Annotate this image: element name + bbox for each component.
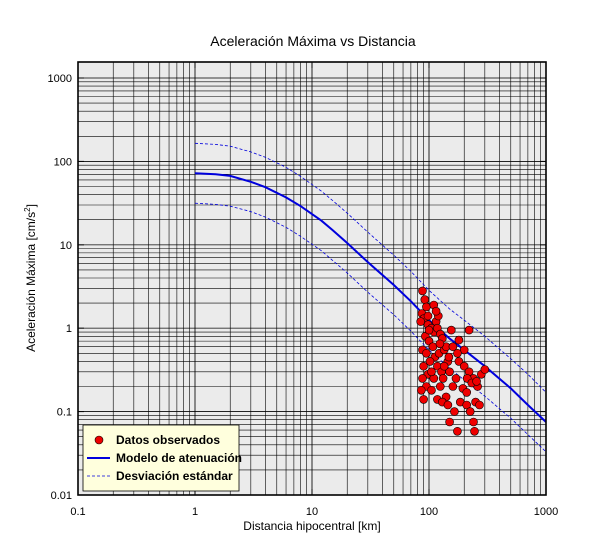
attenuation-model-line [194,172,547,423]
data-point [438,374,448,383]
data-point [450,407,459,416]
data-point [475,400,484,410]
legend: Datos observados Modelo de atenuación Desv… [82,424,242,492]
x-axis-label: Distancia hipocentral [km] [243,519,380,533]
series-lines [194,142,547,453]
data-point [453,348,462,358]
data-point [427,367,436,377]
data-point [448,382,458,391]
data-point [427,385,436,395]
data-point [418,286,427,296]
data-point [439,361,449,371]
data-point [423,311,433,321]
y-axis-label-end: ] [24,204,38,207]
data-point [445,367,454,377]
data-point [453,426,462,436]
data-point [464,325,474,335]
data-point [469,417,478,427]
legend-label: Desviación estándar [116,469,233,483]
data-point [419,361,428,371]
data-point [425,357,435,366]
data-point [422,348,431,358]
y-axis-label-sup: 2 [23,207,32,212]
std-dev-line [194,202,547,453]
data-point [446,325,456,335]
data-point [462,388,472,397]
y-tick-label: 10 [60,240,72,252]
data-point [470,426,479,436]
x-tick-label: 0.1 [70,506,85,518]
y-tick-label: 100 [54,156,72,168]
data-point [443,400,453,410]
data-point [419,395,428,404]
data-point [454,335,464,345]
x-tick-label: 1 [192,506,198,518]
y-tick-label: 0.01 [51,490,72,502]
legend-label: Datos observados [116,433,220,447]
data-point [418,374,427,383]
data-point [435,339,445,349]
data-point [451,374,461,383]
y-tick-label: 1 [66,323,72,335]
data-point [459,361,469,371]
data-point [420,295,430,304]
legend-marker-observed [94,435,104,445]
std-dev-line [194,142,547,393]
data-point [454,357,464,366]
data-point [462,400,472,410]
data-point [465,407,475,416]
data-point [444,352,454,362]
data-point [480,365,490,374]
y-axis-label: Aceleración Máxima [cm/s2] [23,204,38,352]
data-point [472,377,481,386]
legend-label: Modelo de atenuación [116,451,242,465]
x-tick-label: 1000 [534,506,558,518]
chart-title: Aceleración Máxima vs Distancia [210,33,416,49]
data-point [459,345,469,355]
data-point [448,342,458,352]
data-point [445,417,454,427]
data-point [424,325,434,335]
scatter-points [416,286,490,436]
x-tick-label: 10 [306,506,318,518]
y-tick-label: 0.1 [57,407,72,419]
data-point [416,385,426,395]
data-point [435,382,445,391]
axis-ticks: 0.1 1 10 100 1000 0.01 0.1 1 10 100 1000 [48,62,558,518]
grid [77,62,547,496]
data-point [416,317,426,326]
data-point [431,306,441,316]
y-tick-label: 1000 [48,73,72,85]
x-tick-label: 100 [420,506,438,518]
y-axis-label-main: Aceleración Máxima [cm/s [24,212,38,352]
